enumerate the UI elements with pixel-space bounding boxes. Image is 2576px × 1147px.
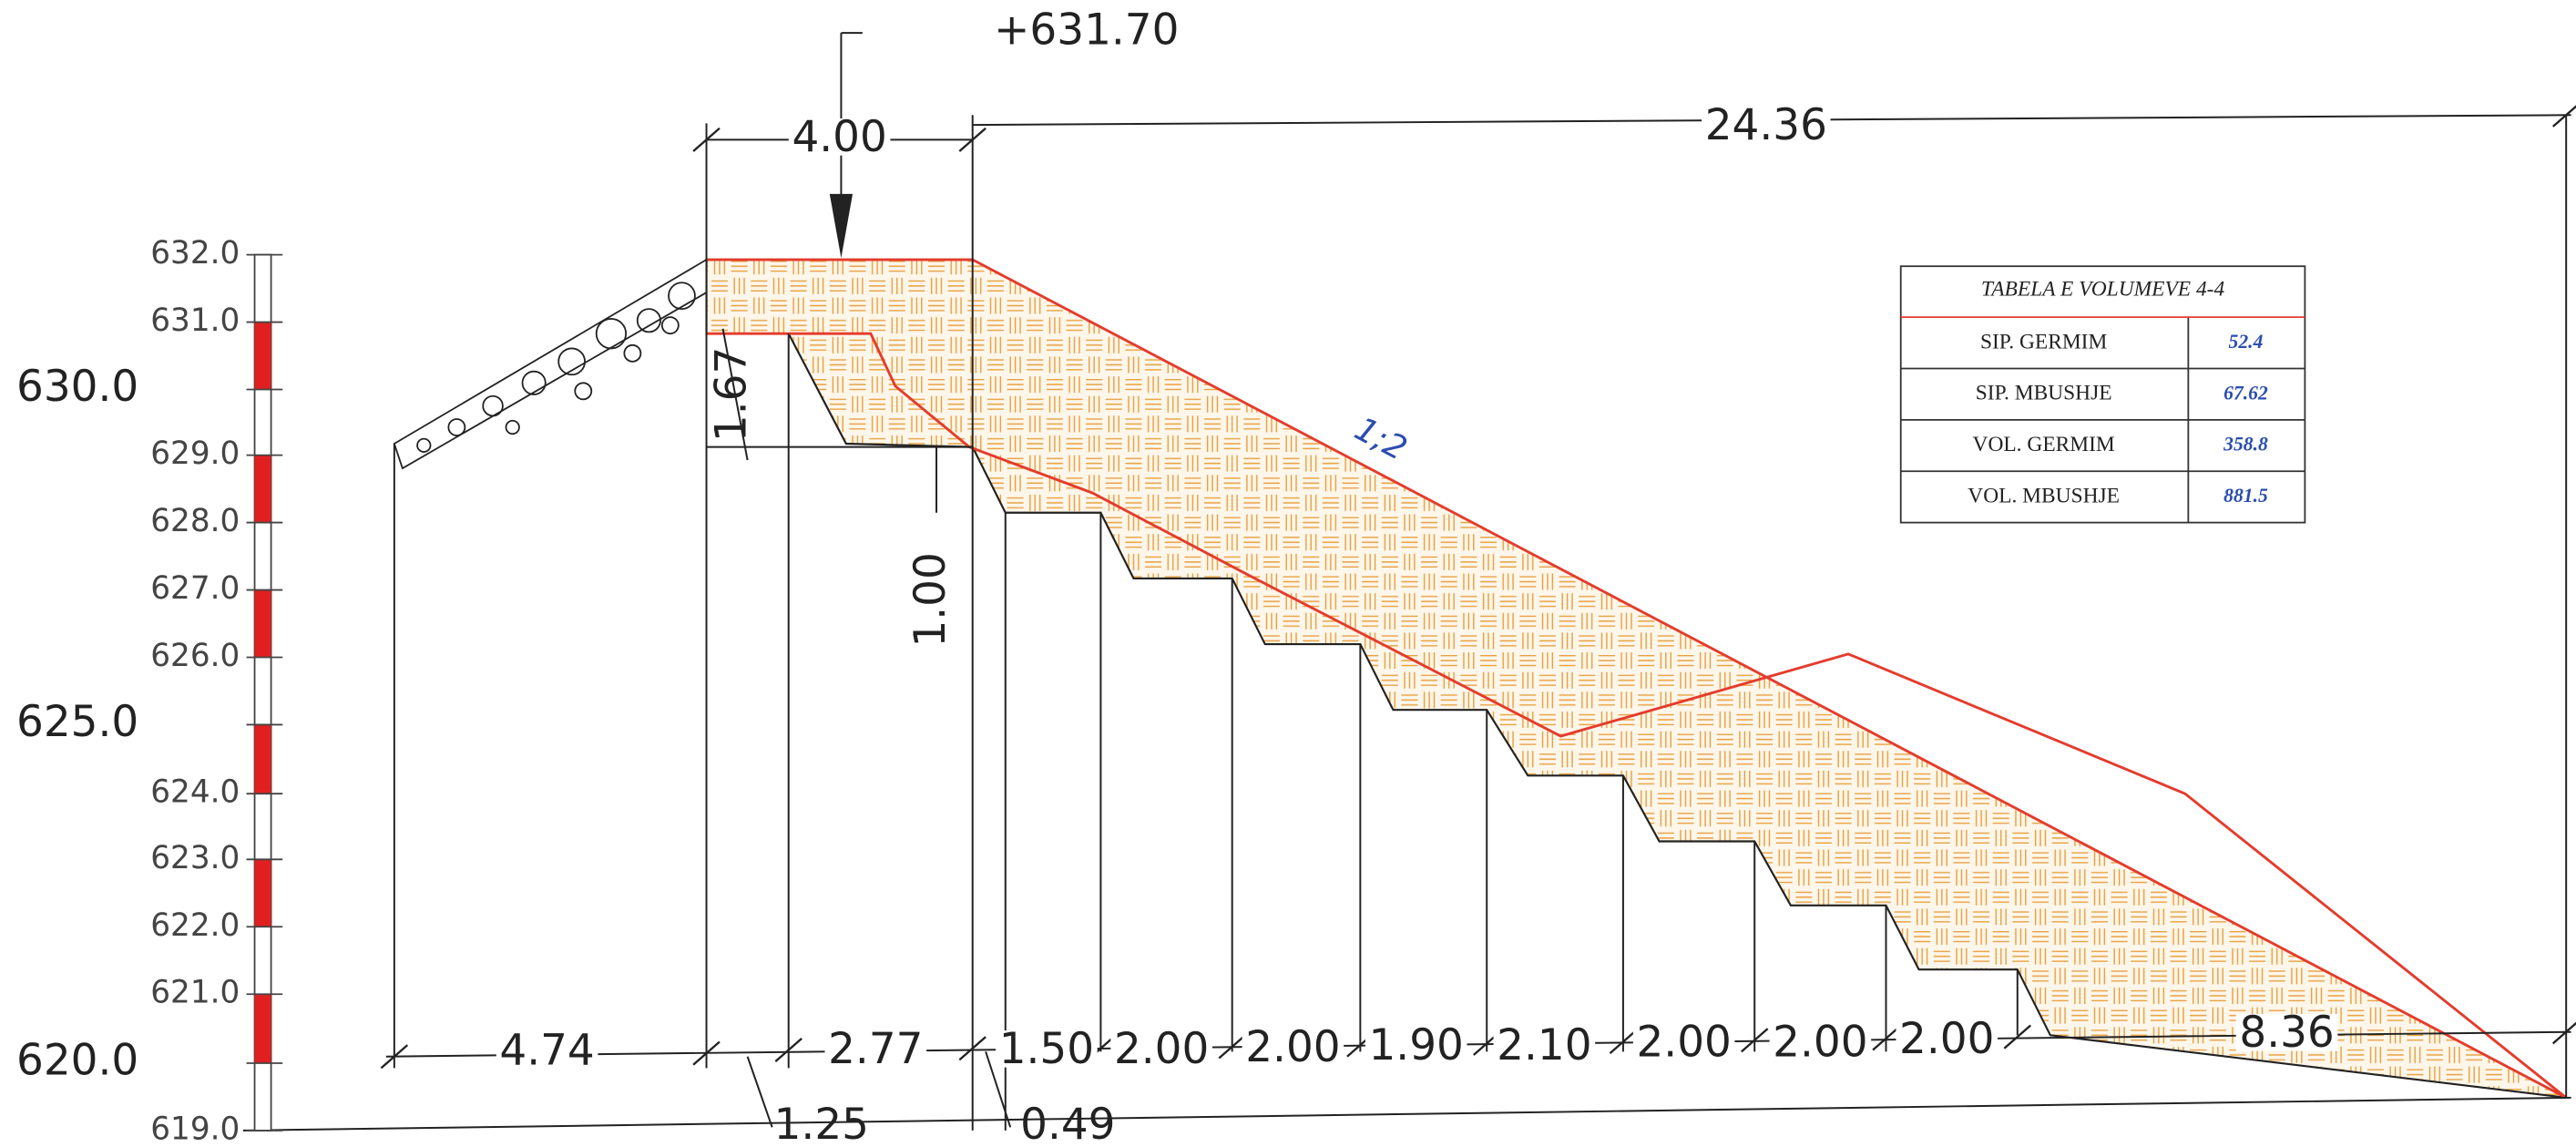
label-background xyxy=(996,1030,1098,1068)
scale-label: 619.0 xyxy=(150,1111,240,1147)
table-label: SIP. GERMIM xyxy=(1980,330,2108,353)
label-background xyxy=(1365,1027,1467,1065)
scale-label: 631.0 xyxy=(150,302,240,339)
label-background xyxy=(1702,107,1831,145)
scale-major-label: 625.0 xyxy=(16,697,138,747)
label-background xyxy=(1493,1027,1596,1065)
offset-2: 0.49 xyxy=(1020,1100,1115,1147)
label-background xyxy=(1896,1020,1998,1058)
bottom-dimension: 1.50 xyxy=(999,1024,1094,1074)
step-height-top: 1.67 xyxy=(707,347,757,442)
scale-label: 632.0 xyxy=(150,235,240,271)
riprap xyxy=(393,258,708,470)
label-background xyxy=(1242,1029,1344,1066)
construction-lines xyxy=(242,32,2576,1132)
table-value: 881.5 xyxy=(2223,485,2268,507)
crest-width: 4.00 xyxy=(792,112,886,162)
table-value: 52.4 xyxy=(2229,331,2264,353)
table-label: VOL. GERMIM xyxy=(1973,433,2115,456)
volume-table: TABELA E VOLUMEVE 4-4 SIP. GERMIM 52.4 SIP… xyxy=(1899,265,2306,524)
table-label: VOL. MBUSHJE xyxy=(1968,484,2120,507)
label-background xyxy=(1632,1023,1735,1061)
table-label: SIP. MBUSHJE xyxy=(1976,382,2112,405)
table-value: 358.8 xyxy=(2223,434,2268,456)
bottom-dimension: 2.00 xyxy=(1773,1018,1867,1068)
offset-1: 1.25 xyxy=(774,1100,869,1147)
scale-label: 624.0 xyxy=(150,774,240,811)
scale-segment xyxy=(254,455,271,523)
scale-label: 628.0 xyxy=(150,503,240,539)
table-title: TABELA E VOLUMEVE 4-4 xyxy=(1981,278,2225,302)
scale-segment xyxy=(254,589,271,658)
bottom-dimension: 2.77 xyxy=(828,1024,923,1074)
scale-label: 622.0 xyxy=(150,907,240,944)
elevation-scale: 632.0 631.0 629.0 628.0 627.0 626.0 624.0 623.0… xyxy=(16,235,283,1147)
scale-segment xyxy=(254,322,271,390)
bottom-dimension: 4.74 xyxy=(499,1026,594,1076)
bottom-dimension: 2.00 xyxy=(1114,1024,1209,1074)
scale-label: 621.0 xyxy=(150,975,240,1011)
slope-ratio: 1;2 xyxy=(1348,409,1413,467)
bottom-dimension: 2.10 xyxy=(1497,1020,1591,1070)
label-background xyxy=(1110,1030,1212,1068)
label-background xyxy=(824,1030,927,1068)
label-background xyxy=(2235,1014,2338,1051)
scale-segment xyxy=(254,724,271,794)
level-arrow xyxy=(829,193,854,259)
scale-segment xyxy=(254,994,271,1063)
total-width: 24.36 xyxy=(1705,100,1827,150)
label-background xyxy=(788,118,891,156)
elevation-mark: +631.70 xyxy=(994,5,1179,56)
bottom-dimension: 8.36 xyxy=(2239,1008,2334,1058)
label-background xyxy=(1769,1023,1872,1061)
bottom-dimension: 2.00 xyxy=(1245,1022,1340,1072)
step-height: 1.00 xyxy=(905,552,956,647)
scale-label: 626.0 xyxy=(150,638,240,674)
scale-label: 623.0 xyxy=(150,840,240,876)
bottom-dimension: 2.00 xyxy=(1899,1014,1994,1064)
scale-label: 629.0 xyxy=(150,435,240,472)
label-background xyxy=(496,1031,598,1070)
table-value: 67.62 xyxy=(2223,382,2268,404)
scale-major-label: 630.0 xyxy=(16,362,138,412)
bottom-dimension: 2.00 xyxy=(1636,1018,1731,1068)
scale-segment xyxy=(254,859,271,927)
scale-label: 627.0 xyxy=(150,570,240,607)
bottom-dimension: 1.90 xyxy=(1368,1020,1463,1070)
scale-major-label: 620.0 xyxy=(16,1035,138,1085)
